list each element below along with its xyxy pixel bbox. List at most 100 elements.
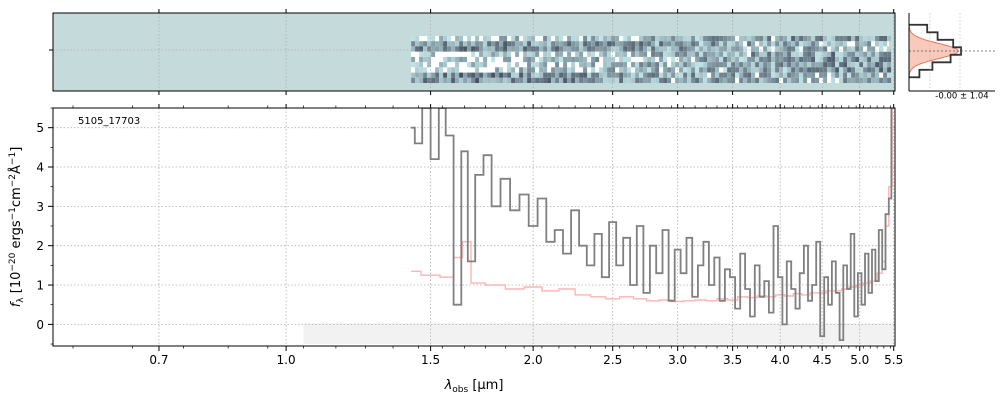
spectrum-2d-cell — [691, 62, 696, 68]
spectrum-2d-cell — [855, 56, 860, 63]
spectrum-2d-cell — [835, 56, 840, 63]
spectrum-2d-cell — [695, 36, 700, 42]
spectrum-2d-cell — [487, 51, 492, 57]
spectrum-2d-cell — [535, 62, 540, 68]
spectrum-2d-cell — [807, 41, 812, 47]
spectrum-2d-cell — [527, 72, 532, 78]
spectrum-2d-cell — [483, 72, 488, 78]
spectrum-2d-cell — [483, 51, 488, 57]
spectrum-2d-cell — [623, 56, 628, 63]
spectrum-2d-cell — [747, 56, 752, 63]
spectrum-2d-cell — [679, 56, 684, 63]
spectrum-2d-cell — [511, 41, 516, 47]
spectrum-2d-cell — [427, 41, 432, 47]
spectrum-2d-cell — [775, 41, 780, 47]
spectrum-2d-cell — [523, 36, 528, 42]
spectrum-2d-cell — [791, 72, 796, 78]
spectrum-2d-cell — [443, 56, 448, 63]
spectrum-2d-cell — [875, 51, 880, 57]
spectrum-2d-cell — [739, 67, 744, 73]
spectrum-2d-cell — [831, 72, 836, 78]
spectrum-2d-cell — [791, 77, 796, 84]
spectrum-2d-cell — [599, 51, 604, 57]
spectrum-2d-cell — [803, 77, 808, 84]
spectrum-2d-cell — [479, 46, 484, 52]
spectrum-2d-cell — [711, 46, 716, 52]
spectrum-2d-cell — [643, 67, 648, 73]
spectrum-2d-cell — [563, 62, 568, 68]
spectrum-2d-cell — [667, 41, 672, 47]
spectrum-2d-cell — [487, 36, 492, 42]
spectrum-2d-cell — [631, 62, 636, 68]
spectrum-2d-cell — [627, 46, 632, 52]
spectrum-2d-cell — [527, 41, 532, 47]
spectrum-2d-cell — [455, 41, 460, 47]
spectrum-2d-cell — [883, 56, 888, 63]
spectrum-2d-cell — [647, 41, 652, 47]
spectrum-2d-cell — [703, 36, 708, 42]
spectrum-2d-cell — [795, 36, 800, 42]
spectrum-2d-cell — [467, 41, 472, 47]
spectrum-2d-cell — [863, 62, 868, 68]
spectrum-2d-cell — [415, 41, 420, 47]
spectrum-2d-cell — [879, 56, 884, 63]
spectrum-2d-cell — [543, 56, 548, 63]
spectrum-2d-cell — [823, 51, 828, 57]
spectrum-2d-cell — [615, 36, 620, 42]
spectrum-2d-cell — [807, 51, 812, 57]
spectrum-2d-cell — [487, 41, 492, 47]
spectrum-2d-cell — [867, 46, 872, 52]
spectrum-2d-cell — [855, 51, 860, 57]
spectrum-2d-cell — [551, 56, 556, 63]
spectrum-2d-cell — [771, 51, 776, 57]
spectrum-2d-cell — [807, 36, 812, 42]
y-tick-label: 0 — [36, 318, 44, 332]
spectrum-2d-cell — [651, 72, 656, 78]
spectrum-2d-cell — [803, 56, 808, 63]
spectrum-2d-cell — [799, 41, 804, 47]
spectrum-2d-cell — [867, 72, 872, 78]
spectrum-2d-cell — [871, 67, 876, 73]
spectrum-2d-cell — [883, 72, 888, 78]
spectrum-2d-cell — [855, 62, 860, 68]
spectrum-2d-cell — [767, 67, 772, 73]
spectrum-2d-cell — [715, 62, 720, 68]
spectrum-2d-cell — [647, 72, 652, 78]
spectrum-2d-cell — [499, 77, 504, 84]
spectrum-2d-cell — [623, 62, 628, 68]
spectrum-2d-cell — [763, 56, 768, 63]
spectrum-2d-cell — [603, 62, 608, 68]
spectrum-2d-cell — [675, 36, 680, 42]
spectrum-2d-cell — [543, 41, 548, 47]
spectrum-2d-cell — [659, 46, 664, 52]
spectrum-2d-cell — [607, 46, 612, 52]
spectrum-2d-cell — [427, 72, 432, 78]
spectrum-2d-cell — [487, 72, 492, 78]
spectrum-2d-cell — [847, 67, 852, 73]
spectrum-2d-cell — [643, 46, 648, 52]
spectrum-2d-cell — [507, 41, 512, 47]
spectrum-2d-cell — [475, 36, 480, 42]
spectrum-2d-cell — [463, 41, 468, 47]
spectrum-2d-cell — [547, 41, 552, 47]
spectrum-2d-cell — [451, 46, 456, 52]
spectrum-2d-cell — [819, 51, 824, 57]
spectrum-2d-cell — [695, 67, 700, 73]
spectrum-2d-cell — [875, 67, 880, 73]
spectrum-2d-cell — [819, 62, 824, 68]
spectrum-2d-cell — [703, 77, 708, 84]
spectrum-2d-cell — [859, 77, 864, 84]
spectrum-2d-cell — [739, 56, 744, 63]
spectrum-2d-cell — [775, 77, 780, 84]
spectrum-2d-cell — [811, 62, 816, 68]
spectrum-2d-cell — [547, 77, 552, 84]
spectrum-2d-cell — [779, 62, 784, 68]
spectrum-2d-cell — [411, 62, 416, 68]
spectrum-2d-cell — [847, 46, 852, 52]
x-tick-label: 0.7 — [149, 353, 168, 367]
spectrum-2d-cell — [651, 67, 656, 73]
spectrum-2d-cell — [467, 72, 472, 78]
spectrum-2d-cell — [567, 72, 572, 78]
spectrum-2d-cell — [687, 56, 692, 63]
